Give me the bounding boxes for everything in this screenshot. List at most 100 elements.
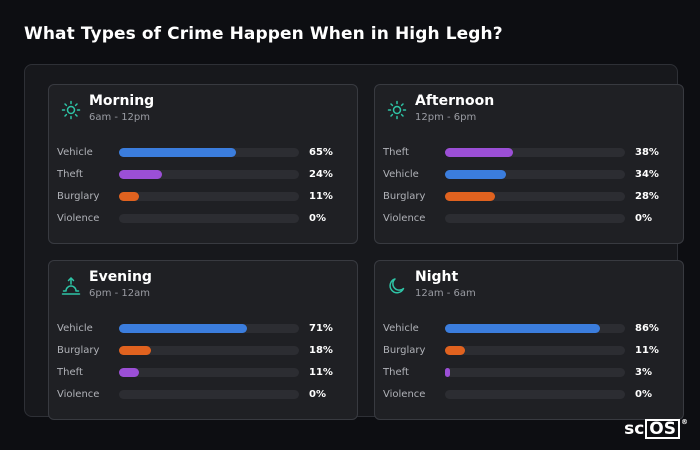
bar-fill <box>445 346 465 355</box>
crime-row-theft: Theft 3% <box>383 364 675 386</box>
bar-track <box>445 390 625 399</box>
percentage-value: 38% <box>635 147 659 158</box>
crime-type-label: Burglary <box>57 345 100 356</box>
bar-track <box>119 390 299 399</box>
card-night: Night 12am - 6am Vehicle 86% Burglary 11% Th… <box>374 260 684 420</box>
bar-fill <box>119 170 163 179</box>
bar-fill <box>119 148 236 157</box>
card-afternoon: Afternoon 12pm - 6pm Theft 38% Vehicle 34% B… <box>374 84 684 244</box>
card-title: Afternoon <box>415 93 495 109</box>
crime-row-violence: Violence 0% <box>57 386 349 408</box>
crime-type-label: Violence <box>57 213 100 224</box>
percentage-value: 0% <box>635 213 652 224</box>
scos-logo: sc OS ® <box>624 418 688 440</box>
card-time-range: 6am - 12pm <box>89 112 151 123</box>
bar-fill <box>445 324 600 333</box>
bar-track <box>119 192 299 201</box>
card-header: Evening 6pm - 12am <box>61 269 345 303</box>
crime-row-theft: Theft 38% <box>383 144 675 166</box>
crime-row-violence: Violence 0% <box>383 210 675 232</box>
crime-row-violence: Violence 0% <box>383 386 675 408</box>
moon-icon <box>387 276 407 296</box>
card-time-range: 6pm - 12am <box>89 288 151 299</box>
sunset-icon <box>61 276 81 296</box>
bar-track <box>445 192 625 201</box>
crime-type-label: Vehicle <box>383 169 419 180</box>
bar-fill <box>119 192 139 201</box>
crime-type-label: Theft <box>57 169 83 180</box>
crime-row-vehicle: Vehicle 71% <box>57 320 349 342</box>
percentage-value: 65% <box>309 147 333 158</box>
page-title: What Types of Crime Happen When in High … <box>24 24 503 44</box>
bar-fill <box>119 346 152 355</box>
card-title: Morning <box>89 93 155 109</box>
crime-row-theft: Theft 24% <box>57 166 349 188</box>
bar-fill <box>445 148 514 157</box>
bar-track <box>445 368 625 377</box>
logo-registered-mark: ® <box>681 418 688 426</box>
sun-icon <box>387 100 407 120</box>
bar-fill <box>445 192 496 201</box>
crime-type-label: Vehicle <box>383 323 419 334</box>
bar-track <box>119 148 299 157</box>
bar-track <box>119 170 299 179</box>
bar-track <box>119 368 299 377</box>
percentage-value: 34% <box>635 169 659 180</box>
bar-track <box>445 346 625 355</box>
card-title: Evening <box>89 269 152 285</box>
sun-icon <box>61 100 81 120</box>
crime-row-burglary: Burglary 18% <box>57 342 349 364</box>
percentage-value: 28% <box>635 191 659 202</box>
bar-track <box>119 346 299 355</box>
logo-text: sc <box>624 419 645 439</box>
crime-row-burglary: Burglary 28% <box>383 188 675 210</box>
crime-rows: Vehicle 65% Theft 24% Burglary 11% Violence 0% <box>57 144 349 232</box>
percentage-value: 0% <box>309 389 326 400</box>
percentage-value: 86% <box>635 323 659 334</box>
crime-row-burglary: Burglary 11% <box>57 188 349 210</box>
crime-row-vehicle: Vehicle 65% <box>57 144 349 166</box>
card-morning: Morning 6am - 12pm Vehicle 65% Theft 24% Bur… <box>48 84 358 244</box>
percentage-value: 0% <box>635 389 652 400</box>
bar-fill <box>445 368 451 377</box>
crime-type-label: Theft <box>57 367 83 378</box>
percentage-value: 3% <box>635 367 652 378</box>
card-time-range: 12pm - 6pm <box>415 112 477 123</box>
card-time-range: 12am - 6am <box>415 288 476 299</box>
crime-type-label: Violence <box>57 389 100 400</box>
crime-rows: Vehicle 71% Burglary 18% Theft 11% Violence 0% <box>57 320 349 408</box>
crime-type-label: Theft <box>383 147 409 158</box>
bar-fill <box>119 324 247 333</box>
card-title: Night <box>415 269 459 285</box>
card-header: Afternoon 12pm - 6pm <box>387 93 671 127</box>
crime-row-theft: Theft 11% <box>57 364 349 386</box>
bar-track <box>445 324 625 333</box>
bar-track <box>119 324 299 333</box>
percentage-value: 11% <box>309 191 333 202</box>
percentage-value: 71% <box>309 323 333 334</box>
crime-type-label: Burglary <box>383 345 426 356</box>
bar-fill <box>445 170 507 179</box>
crime-type-label: Violence <box>383 389 426 400</box>
crime-type-label: Violence <box>383 213 426 224</box>
crime-type-label: Burglary <box>383 191 426 202</box>
card-header: Morning 6am - 12pm <box>61 93 345 127</box>
logo-boxed-text: OS <box>645 419 680 439</box>
bar-track <box>445 170 625 179</box>
crime-type-label: Vehicle <box>57 147 93 158</box>
bar-track <box>445 148 625 157</box>
card-evening: Evening 6pm - 12am Vehicle 71% Burglary 18%… <box>48 260 358 420</box>
percentage-value: 11% <box>635 345 659 356</box>
crime-row-vehicle: Vehicle 34% <box>383 166 675 188</box>
crime-row-vehicle: Vehicle 86% <box>383 320 675 342</box>
card-header: Night 12am - 6am <box>387 269 671 303</box>
crime-row-violence: Violence 0% <box>57 210 349 232</box>
bar-fill <box>119 368 139 377</box>
crime-rows: Vehicle 86% Burglary 11% Theft 3% Violence 0% <box>383 320 675 408</box>
crime-row-burglary: Burglary 11% <box>383 342 675 364</box>
crime-type-label: Vehicle <box>57 323 93 334</box>
percentage-value: 0% <box>309 213 326 224</box>
percentage-value: 11% <box>309 367 333 378</box>
percentage-value: 18% <box>309 345 333 356</box>
crime-rows: Theft 38% Vehicle 34% Burglary 28% Violence 0% <box>383 144 675 232</box>
